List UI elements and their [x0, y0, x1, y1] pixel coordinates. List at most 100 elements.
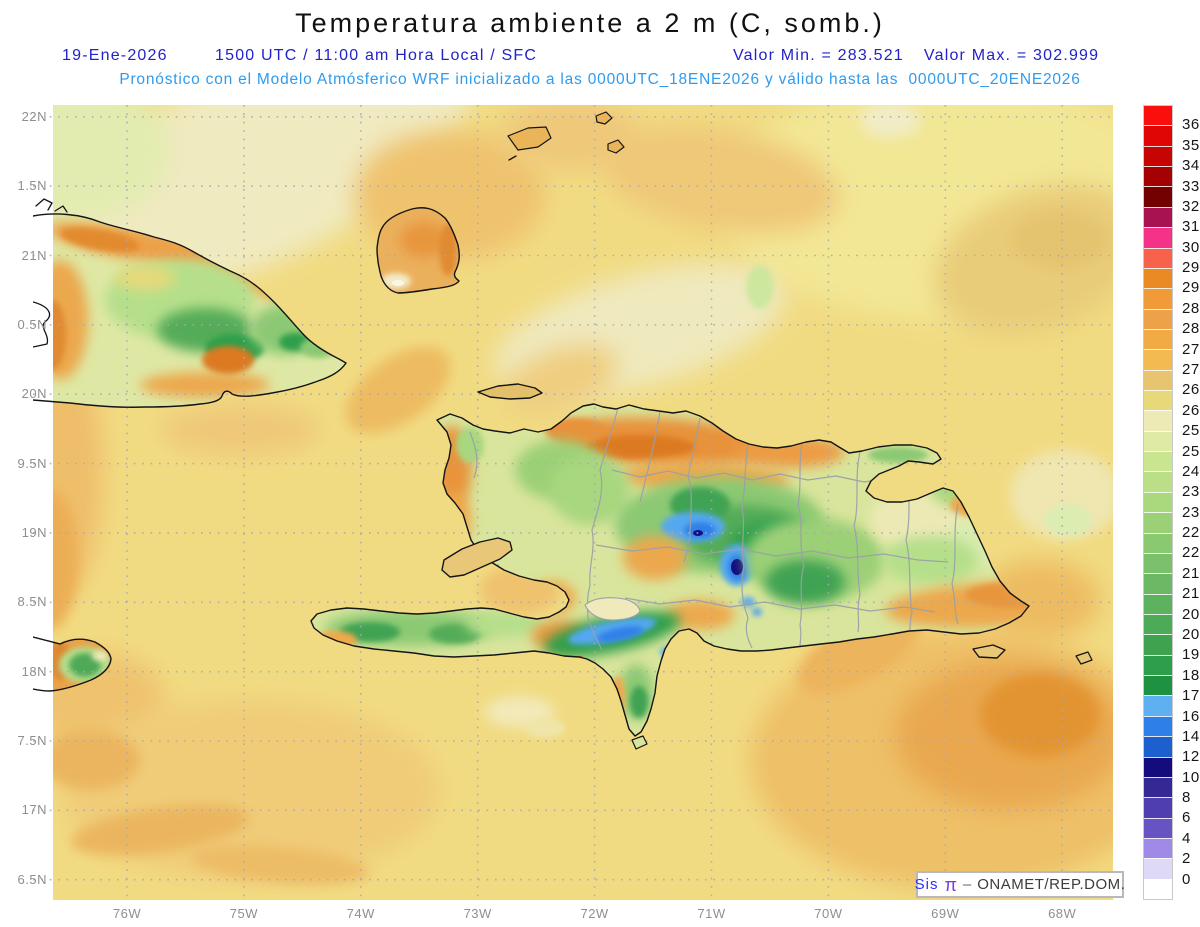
- hispaniola-coastline: [310, 403, 1030, 737]
- branding-org: ONAMET/REP.DOM.: [977, 876, 1126, 893]
- colorbar-level-label: 34: [1182, 157, 1200, 175]
- jamaica-temperature-layer: [53, 637, 111, 691]
- turks-caicos-islets: [507, 111, 625, 154]
- lat-tick-label: 0.5N: [17, 316, 47, 332]
- colorbar-segment: [1144, 430, 1172, 452]
- inagua-temperature-layer: [377, 207, 460, 293]
- beata-island: [631, 735, 648, 750]
- lat-tick-label: 22N: [21, 108, 47, 124]
- colorbar-level-label: 26.5: [1182, 381, 1200, 399]
- colorbar-segment: [1144, 390, 1172, 411]
- colorbar-segment: [1144, 106, 1172, 126]
- colorbar-level-label: 25: [1182, 442, 1200, 460]
- colorbar-segment: [1144, 695, 1172, 716]
- colorbar-level-label: 24: [1182, 462, 1200, 480]
- colorbar-level-label: 35: [1182, 136, 1200, 154]
- colorbar-level-label: 20.5: [1182, 605, 1200, 623]
- lat-tick-label: 7.5N: [17, 732, 47, 748]
- colorbar-segment: [1144, 512, 1172, 533]
- colorbar-level-label: 26: [1182, 401, 1200, 419]
- colorbar-segment: [1144, 573, 1172, 594]
- colorbar-segment: [1144, 491, 1172, 513]
- colorbar-level-label: 20: [1182, 626, 1200, 643]
- colorbar-segment: [1144, 878, 1172, 900]
- colorbar-segment: [1144, 166, 1172, 187]
- colorbar-level-label: 4: [1182, 829, 1191, 847]
- colorbar-level-label: 12: [1182, 748, 1200, 766]
- subtitle-minmax: Valor Min. = 283.521 Valor Max. = 302.99…: [733, 47, 1099, 65]
- colorbar-segment: [1144, 837, 1172, 859]
- colorbar-level-label: 23.5: [1182, 483, 1200, 501]
- great-inagua-coastline: [376, 207, 460, 294]
- lon-tick-label: 68W: [1048, 906, 1077, 921]
- colorbar-level-label: 21: [1182, 585, 1200, 603]
- colorbar-level-label: 27.5: [1182, 340, 1200, 358]
- colorbar-level-label: 8: [1182, 789, 1191, 807]
- hispaniola-temperature-layer: [311, 404, 1029, 736]
- colorbar-segment: [1144, 369, 1172, 391]
- colorbar-segment: [1144, 247, 1172, 268]
- colorbar-segment: [1144, 654, 1172, 676]
- lon-tick-label: 76W: [112, 906, 142, 921]
- colorbar-level-label: 32: [1182, 197, 1200, 215]
- lon-tick-label: 72W: [580, 906, 609, 921]
- coastlines: [33, 111, 1093, 750]
- lat-tick-label: 9.5N: [17, 455, 47, 471]
- lat-tick-label: 17N: [21, 802, 47, 818]
- colorbar-level-label: 36: [1182, 116, 1200, 134]
- colorbar-segment: [1144, 797, 1172, 818]
- valor-max: Valor Max. = 302.999: [923, 47, 1100, 64]
- colorbar-segment: [1144, 613, 1172, 635]
- colorbar-segment: [1144, 206, 1172, 228]
- lat-tick-label: 8.5N: [17, 594, 47, 610]
- colorbar-segment: [1144, 186, 1172, 207]
- branding-pi-logo: π: [944, 874, 957, 895]
- colorbar-segment: [1144, 471, 1172, 492]
- lon-tick-label: 69W: [931, 906, 960, 921]
- colorbar-segment: [1144, 410, 1172, 431]
- colorbar-level-label: 2: [1182, 850, 1191, 868]
- lon-tick-label: 74W: [346, 906, 375, 921]
- lon-tick-label: 71W: [697, 906, 726, 921]
- cuba-coastline: [33, 213, 347, 408]
- colorbar-level-label: 22.5: [1182, 524, 1200, 542]
- lon-tick-label: 75W: [229, 906, 258, 921]
- colorbar-level-label: 19: [1182, 646, 1200, 664]
- colorbar-level-label: 21.5: [1182, 564, 1200, 582]
- colorbar-segment: [1144, 328, 1172, 350]
- coast-fragments: [33, 155, 517, 348]
- branding-sis: Sis: [914, 876, 939, 893]
- colorbar-segment: [1144, 227, 1172, 248]
- colorbar-level-label: 18: [1182, 666, 1200, 684]
- colorbar-level-label: 29.7: [1182, 259, 1200, 277]
- colorbar-segment: [1144, 552, 1172, 574]
- subtitle-model-info: Pronóstico con el Modelo Atmósferico WRF…: [119, 71, 1081, 88]
- colorbar-segment: [1144, 308, 1172, 329]
- colorbar-level-label: 17: [1182, 687, 1200, 705]
- colorbar-segment: [1144, 634, 1172, 655]
- colorbar-segment: [1144, 776, 1172, 798]
- colorbar-segment: [1144, 451, 1172, 472]
- lat-tick-label: 6.5N: [17, 871, 47, 887]
- page-title: Temperatura ambiente a 2 m (C, somb.): [295, 8, 885, 38]
- valor-min: Valor Min. = 283.521: [733, 47, 904, 64]
- colorbar-segment: [1144, 532, 1172, 553]
- lat-tick-label: 20N: [21, 386, 47, 402]
- colorbar-segment: [1144, 267, 1172, 289]
- colorbar-level-label: 25.5: [1182, 422, 1200, 440]
- colorbar-segment: [1144, 288, 1172, 309]
- jamaica-coastline: [33, 636, 112, 692]
- colorbar-segment: [1144, 736, 1172, 757]
- colorbar-segment: [1144, 125, 1172, 146]
- subtitle-date: 19-Ene-2026: [62, 47, 168, 64]
- lat-tick-label: 19N: [21, 524, 47, 540]
- colorbar-level-label: 28: [1182, 320, 1200, 338]
- branding-box: Sis π – ONAMET/REP.DOM.: [914, 871, 1126, 898]
- colorbar: [1143, 105, 1173, 900]
- colorbar-level-label: 14: [1182, 727, 1200, 745]
- sea-temperature-layer: [53, 105, 1113, 900]
- colorbar-level-label: 28.5: [1182, 299, 1200, 317]
- colorbar-level-label: 6: [1182, 809, 1191, 827]
- gonave-island: [441, 537, 513, 578]
